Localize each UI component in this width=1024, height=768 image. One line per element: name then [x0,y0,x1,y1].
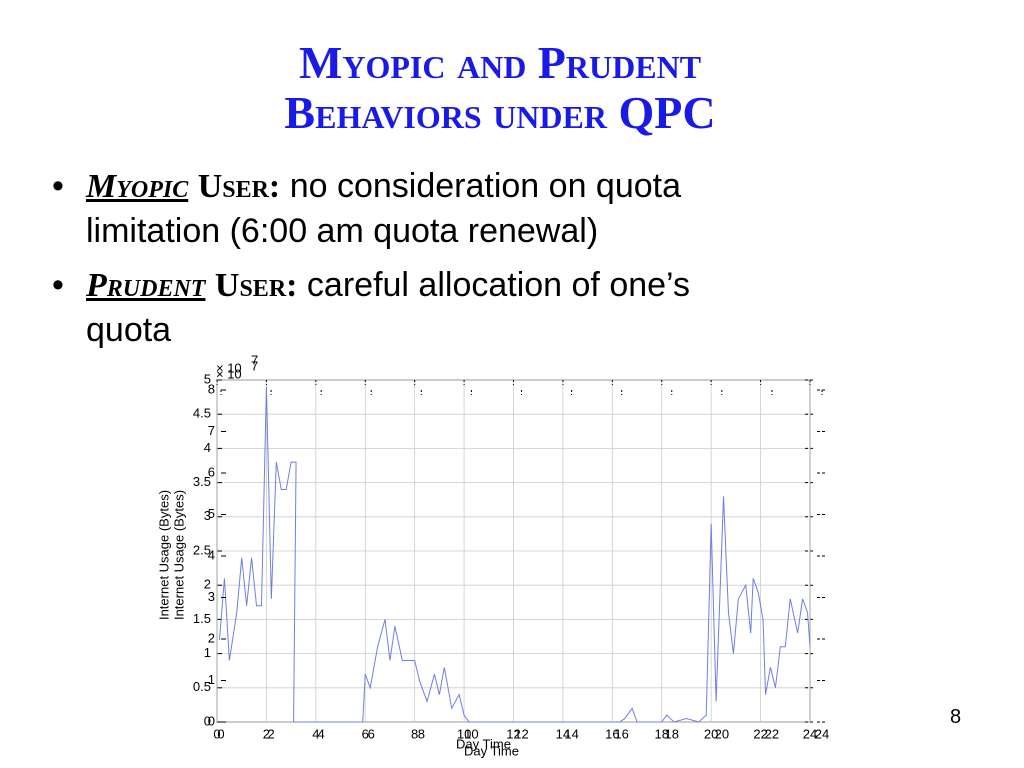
x-tick-label: 18 [655,726,669,741]
y-tick-label: 1.5 [193,611,211,626]
y-tick-label: 5 [204,371,211,386]
y-tick-label: 8 [208,381,215,396]
y-tick-label: 0 [204,713,211,728]
x-tick-label: 16 [614,726,628,741]
term-user: User: [214,267,298,304]
y-tick-label: 4 [208,547,215,562]
y-tick-label: 2 [208,630,215,645]
y-tick-label: 3.5 [193,474,211,489]
y-tick-label: 6 [208,464,215,479]
x-tick-label: 22 [753,726,767,741]
bullet-text: quota [86,311,172,349]
term: Prudent [86,267,206,304]
axis-exponent-power: 7 [251,358,258,373]
x-tick-label: 16 [605,726,619,741]
y-tick-label: 4 [204,440,211,455]
term: Myopic [86,168,189,205]
page-number: 8 [950,706,962,728]
axis-exponent: × 10 [216,366,242,381]
x-tick-label: 6 [368,726,375,741]
bullet-list: Myopic User: no consideration on quota li… [52,164,1012,362]
y-tick-label: 7 [208,423,215,438]
bullet-text: careful allocation of one’s [297,266,690,304]
y-tick-label: 2 [204,577,211,592]
title-line: Behaviors under QPC [284,87,716,138]
x-tick-label: 12 [506,726,520,741]
y-axis-label: Internet Usage (Bytes) [171,490,186,620]
y-tick-label: 4.5 [193,406,211,421]
x-tick-label: 14 [564,726,578,741]
x-tick-label: 18 [665,726,679,741]
x-axis-label: Day Time [464,743,519,758]
x-tick-label: 14 [556,726,570,741]
x-tick-label: 8 [418,726,425,741]
x-tick-label: 0 [213,726,220,741]
axis-exponent-power: 7 [251,352,258,367]
x-tick-label: 10 [457,726,471,741]
term-user: User: [197,168,281,205]
slide-title: Myopic and Prudent Behaviors under QPC [0,38,1000,138]
x-tick-label: 8 [411,726,418,741]
x-tick-label: 20 [704,726,718,741]
bullet: Myopic User: no consideration on quota li… [52,164,1012,253]
axis-exponent: × 10 [216,360,242,375]
x-tick-label: 24 [815,726,829,741]
y-axis-label: Internet Usage (Bytes) [156,490,171,620]
x-tick-label: 22 [765,726,779,741]
y-tick-label: 3 [208,589,215,604]
x-tick-label: 4 [318,726,325,741]
x-tick-label: 4 [312,726,319,741]
y-tick-label: 0 [208,713,215,728]
x-tick-label: 2 [263,726,270,741]
y-tick-label: 1 [204,645,211,660]
x-tick-label: 6 [362,726,369,741]
y-tick-label: 2.5 [193,542,211,557]
x-tick-label: 0 [217,726,224,741]
bullet-text: limitation (6:00 am quota renewal) [86,212,599,250]
x-tick-label: 10 [464,726,478,741]
x-tick-label: 24 [803,726,817,741]
title-line: Myopic and Prudent [298,37,702,88]
x-tick-label: 12 [514,726,528,741]
y-tick-label: 1 [208,672,215,687]
data-line [218,386,811,723]
x-tick-label: 20 [715,726,729,741]
x-axis-label: Day Time [456,736,511,751]
y-tick-label: 3 [204,508,211,523]
bullet-text: no consideration on quota [280,167,682,205]
y-tick-label: 5 [208,506,215,521]
bullet: Prudent User: careful allocation of one’… [52,263,1012,352]
y-tick-label: 0.5 [193,679,211,694]
x-tick-label: 2 [267,726,274,741]
